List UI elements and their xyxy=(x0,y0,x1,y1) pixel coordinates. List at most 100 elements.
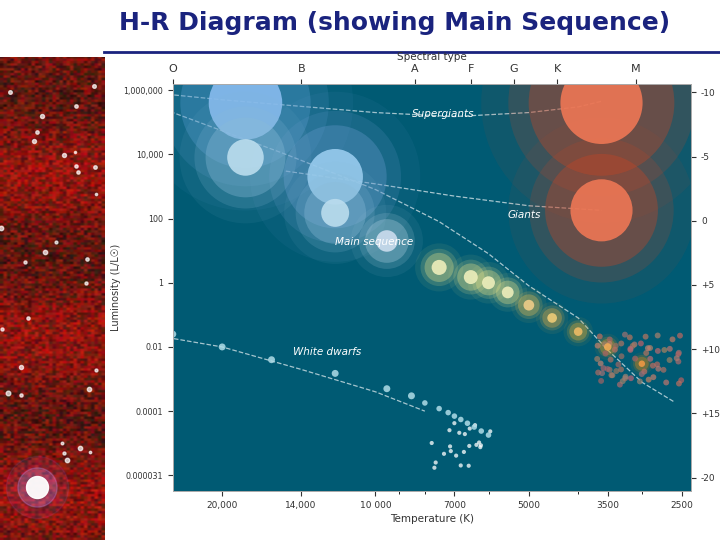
Point xyxy=(464,424,475,433)
Point xyxy=(475,441,487,450)
Point xyxy=(658,366,670,374)
Point xyxy=(61,455,73,464)
Point xyxy=(74,443,86,452)
Point xyxy=(56,439,68,448)
Point xyxy=(627,342,639,350)
Point xyxy=(625,374,636,382)
Point xyxy=(88,82,99,91)
Point xyxy=(546,314,558,322)
Point xyxy=(604,366,616,374)
Point xyxy=(598,364,609,373)
Point xyxy=(74,96,86,104)
Point xyxy=(330,208,341,217)
Point xyxy=(471,441,482,449)
Point xyxy=(664,345,675,353)
Point xyxy=(444,426,455,435)
Point xyxy=(433,263,445,272)
Point xyxy=(58,151,70,159)
Point xyxy=(607,371,618,380)
Text: Giants: Giants xyxy=(508,210,541,220)
Point xyxy=(240,153,251,162)
Point xyxy=(610,341,621,350)
Point xyxy=(502,288,513,296)
Point xyxy=(74,96,86,104)
Point xyxy=(81,278,92,287)
Point xyxy=(572,327,584,336)
Point xyxy=(433,263,445,272)
Point xyxy=(629,340,640,349)
Point xyxy=(449,419,460,428)
Point xyxy=(69,148,81,157)
Point xyxy=(482,279,494,287)
Point xyxy=(459,430,471,438)
Point xyxy=(15,362,27,371)
Point xyxy=(624,333,636,342)
Point xyxy=(647,373,659,381)
Point xyxy=(652,347,664,355)
Point xyxy=(465,273,477,281)
X-axis label: Spectral type: Spectral type xyxy=(397,52,467,62)
Point xyxy=(592,341,603,350)
Point xyxy=(636,360,647,368)
Point xyxy=(465,273,477,281)
Point xyxy=(636,360,647,368)
Text: Main sequence: Main sequence xyxy=(336,238,413,247)
Point xyxy=(602,342,613,351)
Point xyxy=(444,442,456,451)
Point xyxy=(616,339,627,348)
Point xyxy=(381,237,392,245)
Point xyxy=(454,428,465,437)
Point xyxy=(31,483,42,491)
Point xyxy=(22,314,34,323)
Point xyxy=(330,208,341,217)
Point xyxy=(672,350,684,359)
Point xyxy=(644,354,656,363)
Point xyxy=(482,279,494,287)
Point xyxy=(617,377,629,386)
Point xyxy=(664,356,675,364)
Point xyxy=(644,343,656,352)
Point xyxy=(667,335,678,343)
Point xyxy=(502,288,513,296)
Point xyxy=(619,330,631,339)
Point xyxy=(381,237,392,245)
Point xyxy=(502,288,513,296)
Point xyxy=(433,263,445,272)
Point xyxy=(381,237,392,245)
Point xyxy=(455,415,467,424)
Point xyxy=(629,354,641,363)
Point xyxy=(381,237,392,245)
Point xyxy=(602,342,613,351)
Point xyxy=(330,369,341,377)
Point xyxy=(330,172,341,181)
Point xyxy=(464,442,475,450)
Point xyxy=(381,384,392,393)
Point xyxy=(595,206,607,215)
Point xyxy=(602,342,613,351)
Point xyxy=(675,376,687,384)
Point xyxy=(625,346,636,354)
Point xyxy=(482,279,494,287)
Point xyxy=(604,335,616,344)
Point xyxy=(602,364,613,373)
Point xyxy=(240,99,251,107)
Point xyxy=(430,458,441,467)
Point xyxy=(463,462,474,470)
Point xyxy=(595,99,607,107)
Point xyxy=(625,345,636,353)
Point xyxy=(641,349,652,357)
Point xyxy=(330,172,341,181)
Point xyxy=(659,346,670,354)
Point xyxy=(595,376,607,385)
Point xyxy=(643,375,654,384)
Point xyxy=(596,369,608,377)
Point xyxy=(89,163,101,172)
Point xyxy=(546,314,558,322)
Point xyxy=(240,153,251,162)
Point xyxy=(36,112,48,121)
Point xyxy=(83,385,94,394)
Point xyxy=(31,483,42,491)
Point xyxy=(426,438,438,447)
Point xyxy=(636,360,647,368)
Point xyxy=(4,87,16,96)
